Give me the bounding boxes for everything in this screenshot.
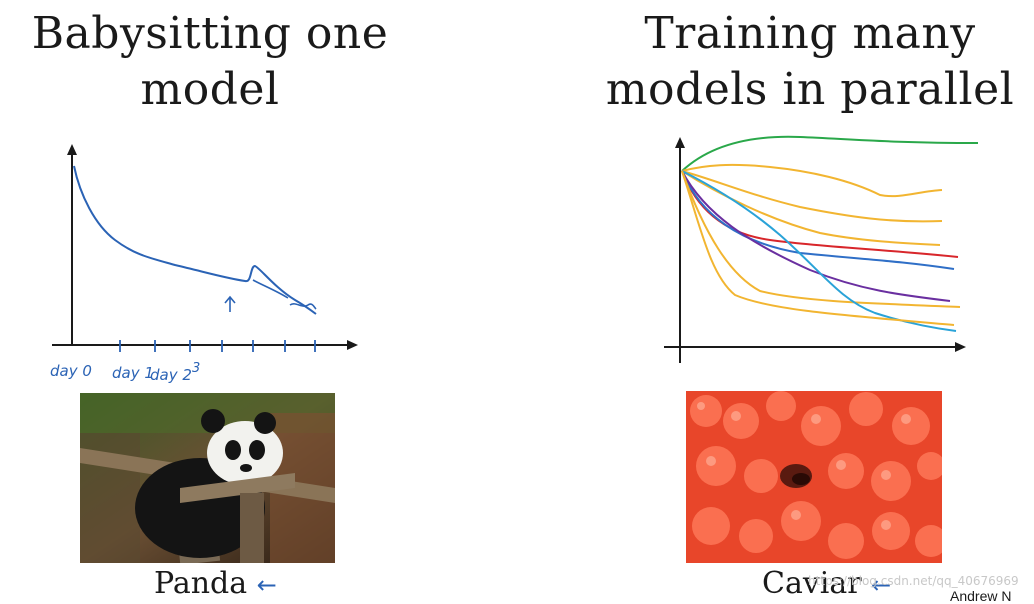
curve-branch bbox=[252, 279, 289, 299]
right-title-line2: models in parallel bbox=[605, 64, 1015, 115]
tick-label-day1: day 1 bbox=[112, 364, 154, 382]
left-title-line2: model bbox=[140, 64, 280, 115]
left-title: Babysitting one model bbox=[10, 6, 410, 118]
model-curve-orange-2 bbox=[681, 170, 943, 223]
watermark: https://blog.csdn.net/qq_40676969 bbox=[808, 574, 1019, 588]
caviar-caption: Caviar ← bbox=[762, 566, 891, 601]
model-curve-orange-5 bbox=[681, 170, 955, 326]
model-curve-orange-3 bbox=[681, 170, 941, 246]
model-curve-orange-4 bbox=[681, 170, 961, 308]
caviar-photo bbox=[686, 391, 942, 563]
curve-scribble bbox=[289, 303, 317, 310]
left-axes bbox=[52, 144, 358, 350]
up-arrow-annotation bbox=[224, 295, 236, 312]
tick-label-day0: day 0 bbox=[50, 362, 92, 380]
panda-arrow-annotation: ← bbox=[256, 571, 277, 599]
right-x-arrowhead bbox=[955, 342, 966, 352]
parallel-models-plot bbox=[664, 135, 979, 363]
panda-photo bbox=[80, 393, 335, 563]
model-curve-green bbox=[681, 135, 979, 172]
tick-label-3: 3 bbox=[192, 361, 200, 376]
left-title-line1: Babysitting one bbox=[31, 8, 389, 59]
caviar-arrow-annotation: ← bbox=[871, 571, 892, 599]
model-curve-orange-1 bbox=[681, 163, 943, 198]
right-axes bbox=[664, 137, 966, 363]
left-tick-marks bbox=[119, 340, 316, 352]
tick-label-day2: day 2 bbox=[150, 366, 192, 384]
panda-caption-text: Panda bbox=[154, 566, 248, 601]
right-title: Training many models in parallel bbox=[590, 6, 1030, 118]
author-credit: Andrew N bbox=[950, 588, 1012, 604]
right-y-arrowhead bbox=[675, 137, 685, 148]
right-title-line1: Training many bbox=[644, 8, 976, 59]
panda-caption: Panda ← bbox=[154, 566, 277, 601]
caviar-illustration bbox=[686, 391, 942, 563]
caviar-caption-text: Caviar bbox=[762, 566, 862, 601]
babysitting-plot: day 0 day 1 day 2 3 bbox=[50, 144, 358, 384]
babysitting-curve bbox=[73, 165, 317, 315]
model-curve-cyan bbox=[681, 170, 957, 332]
left-x-arrowhead bbox=[347, 340, 358, 350]
model-curve-purple bbox=[681, 170, 951, 302]
left-y-arrowhead bbox=[67, 144, 77, 155]
panda-illustration bbox=[80, 393, 335, 563]
